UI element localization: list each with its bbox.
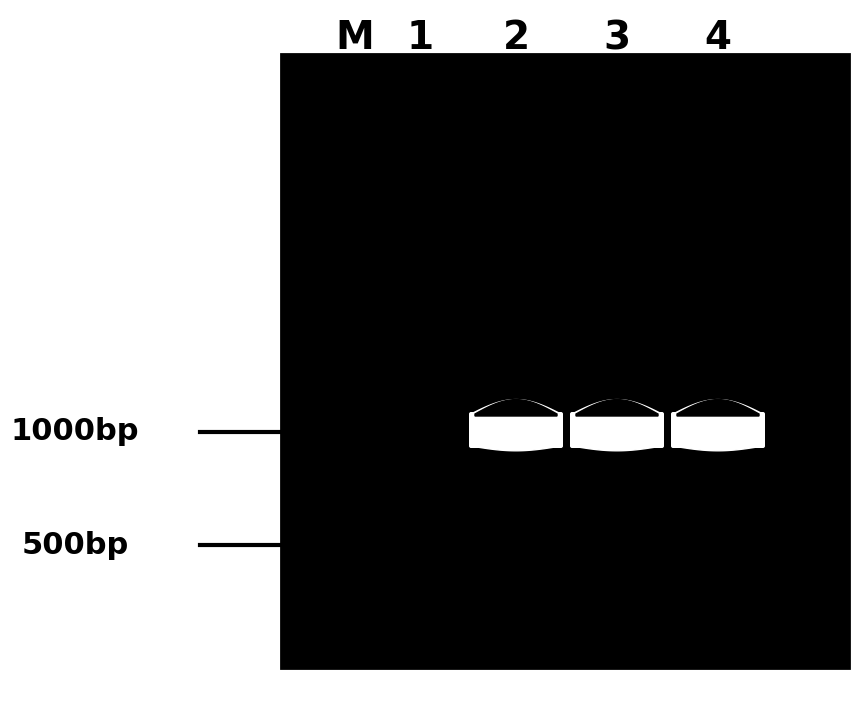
Polygon shape — [471, 400, 561, 451]
FancyBboxPatch shape — [671, 412, 765, 448]
Bar — [281, 54, 849, 668]
Polygon shape — [677, 400, 759, 416]
Text: 3: 3 — [603, 19, 631, 57]
Text: 1: 1 — [407, 19, 433, 57]
Text: 4: 4 — [704, 19, 732, 57]
Text: M: M — [336, 19, 374, 57]
FancyBboxPatch shape — [469, 412, 563, 448]
Polygon shape — [673, 400, 763, 451]
Text: 1000bp: 1000bp — [11, 417, 140, 447]
Text: 500bp: 500bp — [21, 531, 128, 559]
Polygon shape — [576, 400, 658, 416]
Polygon shape — [572, 400, 662, 451]
Polygon shape — [475, 400, 557, 416]
FancyBboxPatch shape — [570, 412, 664, 448]
Text: 2: 2 — [502, 19, 530, 57]
